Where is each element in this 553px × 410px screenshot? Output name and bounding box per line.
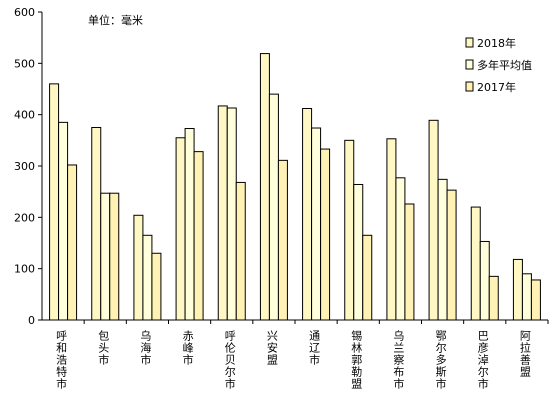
bar (100, 192, 111, 321)
bar (193, 151, 204, 321)
bar (488, 275, 499, 321)
bar (530, 279, 541, 321)
y-tick-label: 200 (14, 211, 35, 224)
bar (58, 121, 69, 321)
bar (311, 127, 322, 321)
bar (404, 203, 415, 321)
bar (184, 128, 195, 321)
bar (142, 234, 153, 321)
legend-swatch (465, 81, 474, 92)
bar (353, 183, 364, 321)
x-tick-label: 乌兰察布市 (392, 329, 405, 390)
bar (235, 181, 246, 321)
x-tick-label: 阿拉善盟 (518, 330, 531, 378)
legend-label: 2017年 (477, 80, 516, 94)
bar (268, 93, 279, 321)
x-tick-label: 包头市 (97, 330, 110, 366)
legend-swatch (465, 37, 474, 48)
bar (277, 159, 288, 321)
x-tick-label: 呼伦贝尔市 (223, 330, 236, 390)
bar (362, 234, 373, 321)
bar (320, 148, 331, 321)
bar (67, 164, 78, 321)
x-tick-label: 乌海市 (139, 329, 152, 366)
bar (109, 192, 120, 321)
bar (217, 105, 228, 321)
legend-label: 2018年 (477, 36, 516, 50)
bar (151, 252, 162, 321)
bar (446, 189, 457, 321)
x-tick-label: 通辽市 (308, 330, 321, 366)
y-tick-label: 500 (14, 57, 35, 70)
legend-swatch (465, 59, 474, 70)
bar (428, 119, 439, 321)
bar (91, 127, 102, 321)
y-tick-label: 300 (14, 160, 35, 173)
bar (395, 177, 406, 321)
bar (479, 240, 490, 321)
bar (226, 107, 237, 321)
bar (386, 138, 397, 321)
bar (49, 83, 60, 321)
annotation: 单位：毫米 (88, 13, 143, 27)
bar (470, 206, 481, 321)
x-tick-label: 鄂尔多斯市 (434, 330, 447, 390)
bar (512, 258, 523, 321)
y-tick-label: 100 (14, 263, 35, 276)
x-tick-label: 呼和浩特市 (55, 330, 68, 390)
x-tick-label: 锡林郭勒盟 (350, 329, 363, 390)
x-tick-label: 巴彦淖尔市 (476, 330, 489, 390)
legend-label: 多年平均值 (477, 58, 532, 72)
bar (302, 108, 313, 321)
x-tick-label: 赤峰市 (181, 330, 194, 366)
y-tick-label: 600 (14, 6, 35, 19)
y-tick-label: 0 (28, 314, 35, 327)
x-tick-label: 兴安盟 (265, 330, 278, 366)
bar (133, 214, 144, 321)
bar (259, 53, 270, 321)
bar (437, 178, 448, 321)
bar (175, 137, 186, 321)
bar (344, 139, 355, 321)
y-tick-label: 400 (14, 109, 35, 122)
bar (521, 273, 532, 321)
